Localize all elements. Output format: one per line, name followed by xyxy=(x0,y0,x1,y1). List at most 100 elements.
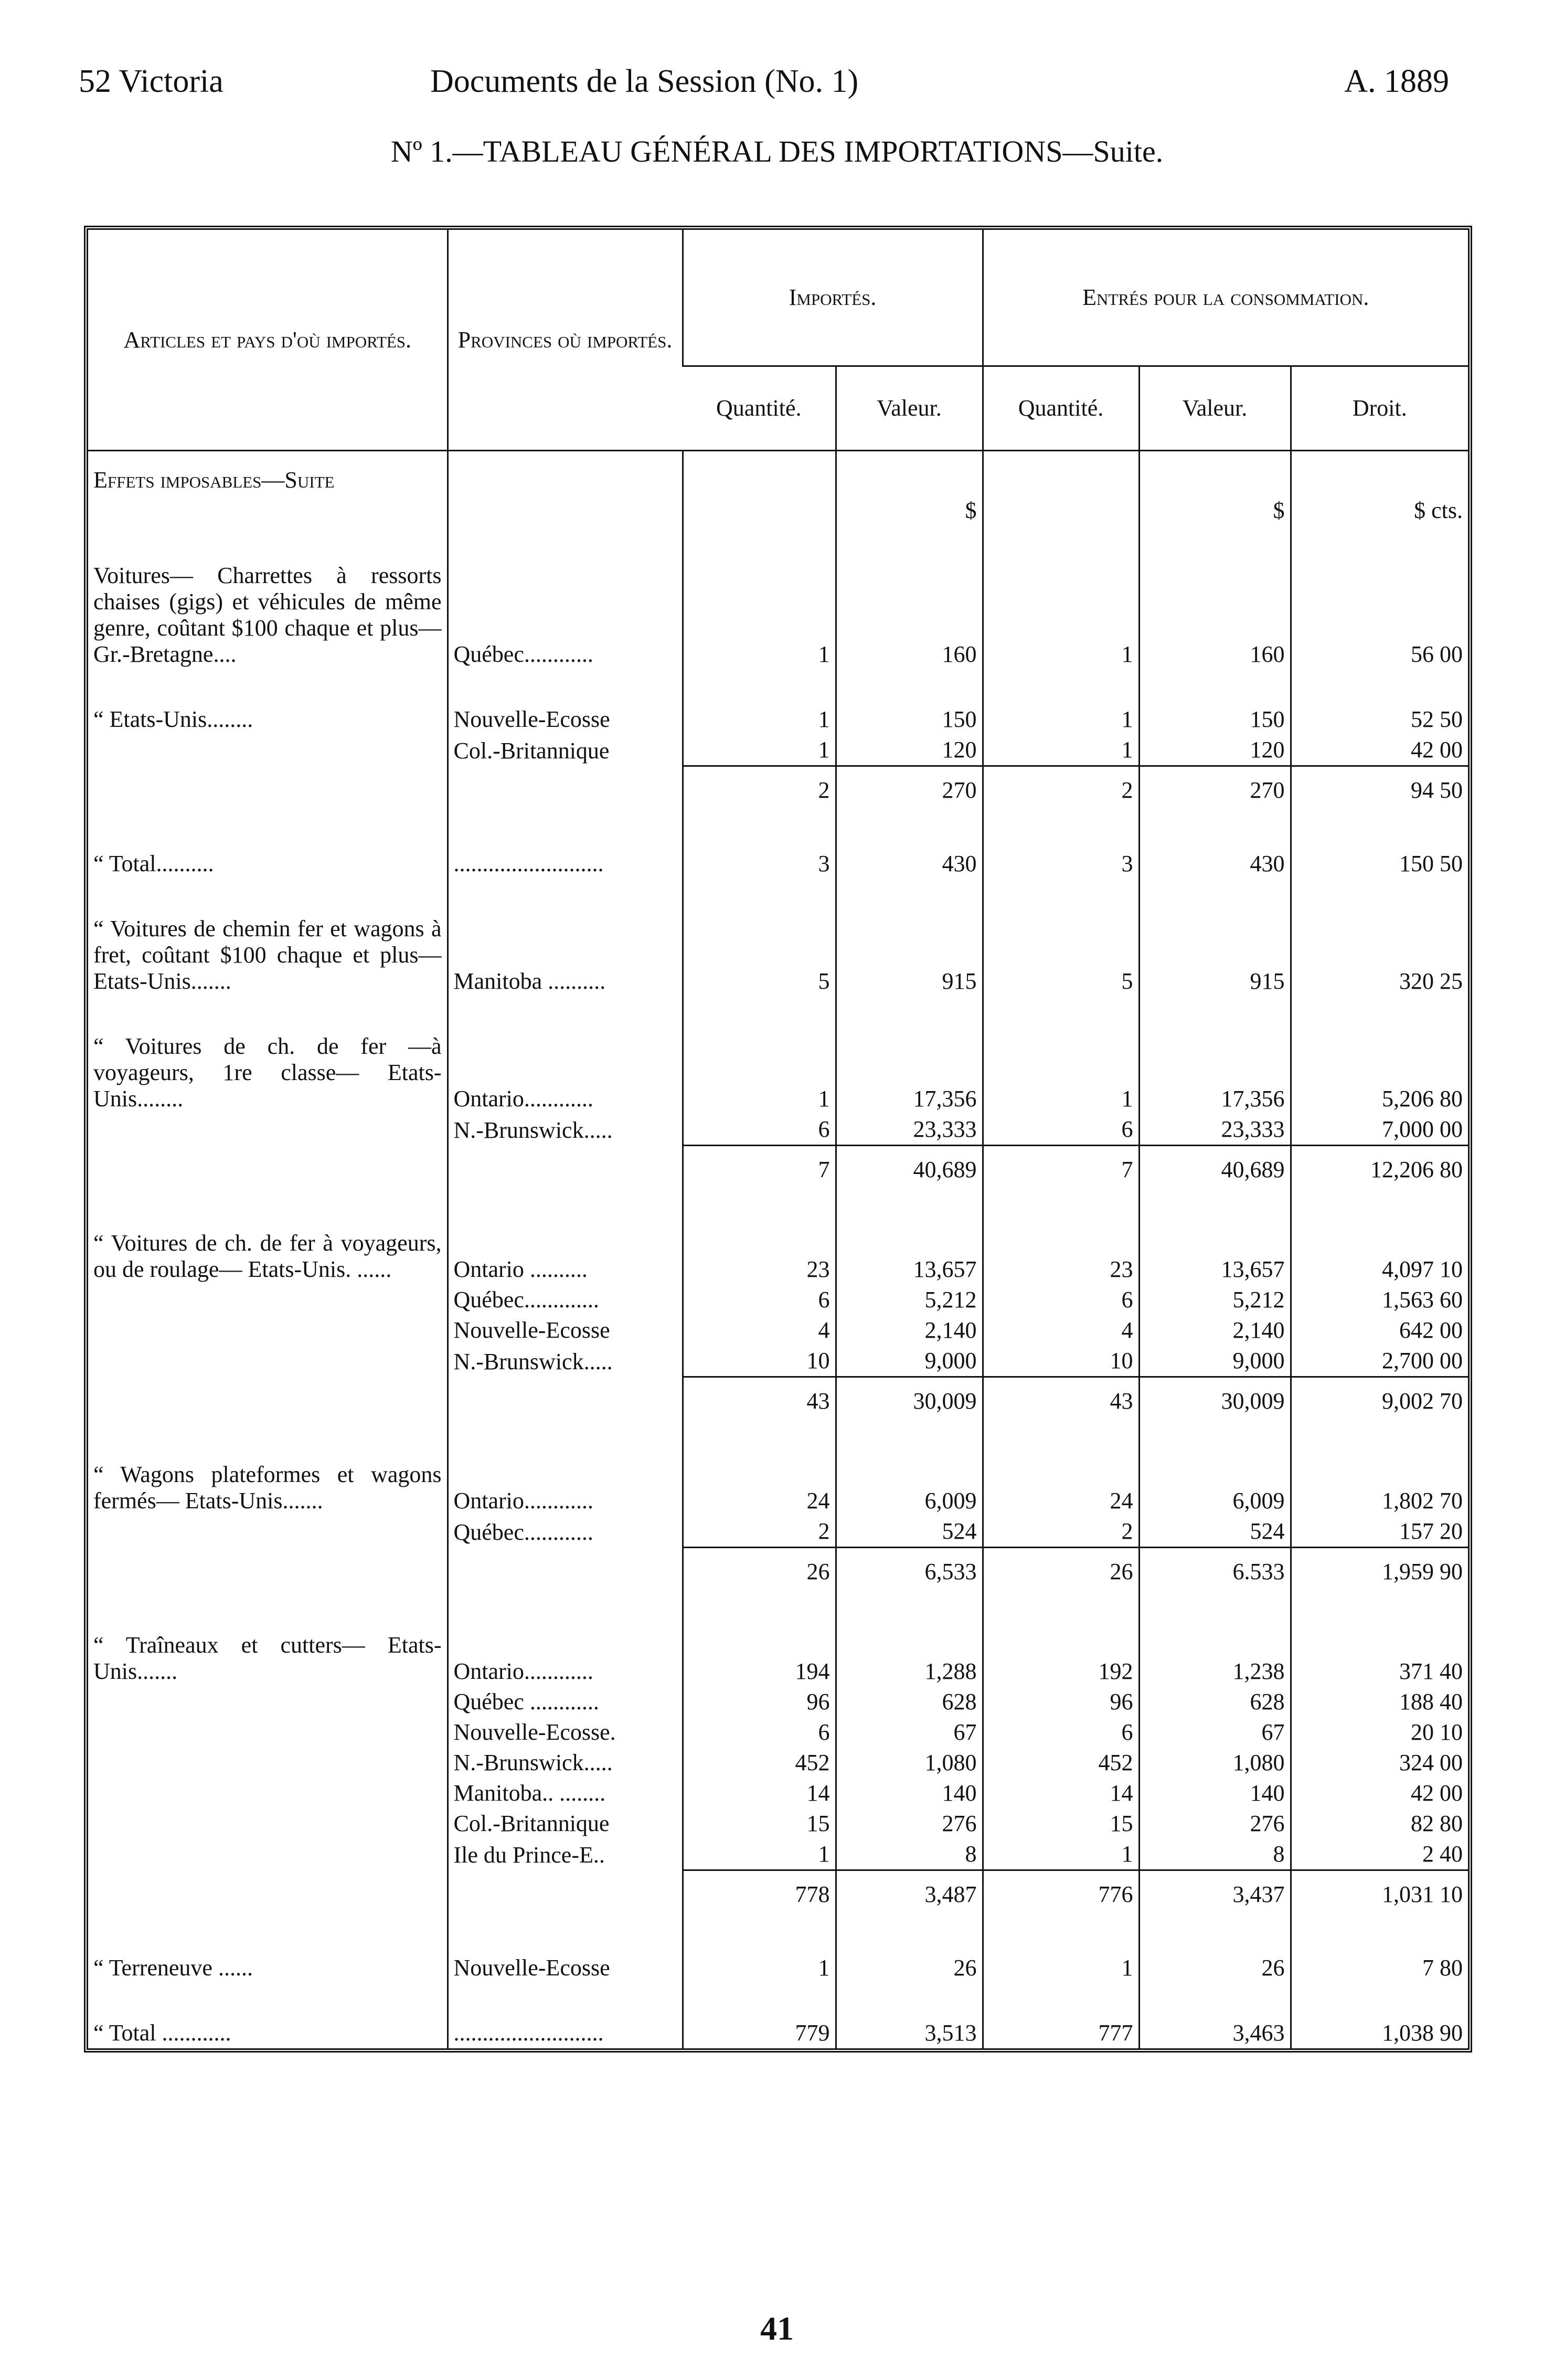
province: Ontario............ xyxy=(446,1595,683,1687)
subheader: Quantité. xyxy=(683,365,836,451)
article: “ Terreneuve ...... xyxy=(93,1955,253,1981)
value-cell: 8 xyxy=(835,1839,983,1870)
value-cell: 1 xyxy=(682,526,836,670)
value-cell: 6 xyxy=(982,1717,1139,1748)
value-cell: 6,009 xyxy=(835,1425,983,1516)
value-cell: 524 xyxy=(1138,1516,1291,1548)
value-cell: 23,333 xyxy=(835,1114,983,1146)
section-title: Effets imposables—Suite xyxy=(93,467,335,493)
subheader: Droit. xyxy=(1290,365,1468,451)
article xyxy=(88,735,448,766)
data-row: Québec ............ 96 628 96 628 188 40 xyxy=(88,1687,1468,1717)
value-cell: 1 xyxy=(982,1839,1139,1870)
province xyxy=(446,1377,683,1425)
value-cell: 67 xyxy=(1138,1717,1291,1748)
data-row: “ Voitures de ch. de fer à voyageurs, ou… xyxy=(88,1193,1468,1285)
article: Voitures— Charrettes à ressorts chaises … xyxy=(93,563,442,667)
value-cell: 6 xyxy=(982,1285,1139,1315)
value-cell: 96 xyxy=(682,1687,836,1717)
article xyxy=(88,1516,448,1548)
value-cell: 13,657 xyxy=(1138,1193,1291,1285)
article xyxy=(88,1870,448,1919)
value-cell: 2,140 xyxy=(835,1315,983,1346)
value-cell: 1 xyxy=(682,1839,836,1870)
subheader: Valeur. xyxy=(1138,365,1291,451)
value-cell: 1,080 xyxy=(835,1748,983,1778)
value-cell: 7 xyxy=(982,1145,1139,1193)
data-row: “ Etats-Unis........ Nouvelle-Ecosse 1 150 1… xyxy=(88,670,1468,735)
article xyxy=(88,1346,448,1377)
value-cell: 4 xyxy=(682,1315,836,1346)
value-cell: 779 xyxy=(682,1983,836,2048)
province xyxy=(446,1870,683,1918)
data-row: N.-Brunswick..... 6 23,333 6 23,333 7,000 00 xyxy=(88,1114,1468,1146)
value-cell: 2,700 00 xyxy=(1290,1346,1468,1377)
province: Manitoba.. ........ xyxy=(446,1778,683,1808)
province xyxy=(446,766,683,814)
value-cell: 5 xyxy=(982,879,1139,997)
value-cell: 23 xyxy=(982,1193,1139,1285)
value-cell: 628 xyxy=(1138,1687,1291,1717)
province: Ontario............ xyxy=(446,1425,683,1516)
value-cell: 26 xyxy=(835,1918,983,1983)
article xyxy=(88,1808,448,1839)
value-cell: 6 xyxy=(682,1717,836,1748)
value-cell: 20 10 xyxy=(1290,1717,1468,1748)
value-cell: 26 xyxy=(1138,1918,1291,1983)
value-cell: 324 00 xyxy=(1290,1748,1468,1778)
data-row: Manitoba.. ........ 14 140 14 140 42 00 xyxy=(88,1778,1468,1808)
value-cell: 40,689 xyxy=(1138,1145,1291,1193)
value-cell: 270 xyxy=(835,765,983,814)
article xyxy=(88,1839,448,1870)
value-cell: 188 40 xyxy=(1290,1687,1468,1717)
value-cell: 320 25 xyxy=(1290,879,1468,997)
value-cell: 430 xyxy=(1138,814,1291,879)
col-entered: Entrés pour la consommation. xyxy=(982,230,1468,366)
value-cell: 30,009 xyxy=(835,1376,983,1425)
data-row: “ Voitures de chemin fer et wagons à fre… xyxy=(88,879,1468,997)
value-cell: 1 xyxy=(982,1918,1139,1983)
value-cell: 13,657 xyxy=(835,1193,983,1285)
unit: $ cts. xyxy=(1290,495,1468,526)
col-article: Articles et pays d'où importés. xyxy=(123,326,412,353)
value-cell: 1 xyxy=(682,735,836,766)
article xyxy=(88,766,448,815)
value-cell: 1,802 70 xyxy=(1290,1425,1468,1516)
data-row: Col.-Britannique 1 120 1 120 42 00 xyxy=(88,735,1468,766)
value-cell: 6 xyxy=(682,1114,836,1146)
cell xyxy=(88,495,448,526)
data-row: N.-Brunswick..... 452 1,080 452 1,080 324 00 xyxy=(88,1748,1468,1778)
value-cell: 10 xyxy=(682,1346,836,1377)
article: “ Traîneaux et cutters— Etats-Unis......… xyxy=(93,1632,442,1684)
province: .......................... xyxy=(446,814,683,879)
subheader-row: Quantité. Valeur. Quantité. Valeur. Droit. xyxy=(88,365,1468,451)
value-cell: 628 xyxy=(835,1687,983,1717)
value-cell: 276 xyxy=(1138,1808,1291,1839)
value-cell: 15 xyxy=(682,1808,836,1839)
data-row: “ Wagons plateformes et wagons fermés— E… xyxy=(88,1425,1468,1516)
value-cell: 2 xyxy=(682,1516,836,1548)
province: Québec............ xyxy=(446,526,683,670)
value-cell: 915 xyxy=(835,879,983,997)
data-row: “ Voitures de ch. de fer —à voyageurs, 1… xyxy=(88,997,1468,1114)
value-cell: 6 xyxy=(982,1114,1139,1146)
province: Nouvelle-Ecosse xyxy=(446,1918,683,1983)
import-table: Articles et pays d'où importés. Province… xyxy=(88,230,1468,2048)
title: Nº 1.—TABLEAU GÉNÉRAL DES IMPORTATIONS—S… xyxy=(390,134,1164,168)
value-cell: 96 xyxy=(982,1687,1139,1717)
province: Ontario .......... xyxy=(446,1193,683,1285)
value-cell: 24 xyxy=(682,1425,836,1516)
article xyxy=(88,1548,448,1596)
value-cell: 26 xyxy=(982,1547,1139,1595)
province: N.-Brunswick..... xyxy=(446,1114,683,1146)
value-cell: 1,563 60 xyxy=(1290,1285,1468,1315)
value-cell: 12,206 80 xyxy=(1290,1145,1468,1193)
value-cell: 7 80 xyxy=(1290,1918,1468,1983)
header-row: Articles et pays d'où importés. Province… xyxy=(88,230,1468,451)
value-cell: 3,487 xyxy=(835,1869,983,1918)
value-cell: 82 80 xyxy=(1290,1808,1468,1839)
province: Nouvelle-Ecosse xyxy=(446,1315,683,1346)
value-cell: 9,000 xyxy=(1138,1346,1291,1377)
value-cell: 1 xyxy=(682,670,836,735)
article: “ Voitures de chemin fer et wagons à fre… xyxy=(93,916,442,994)
